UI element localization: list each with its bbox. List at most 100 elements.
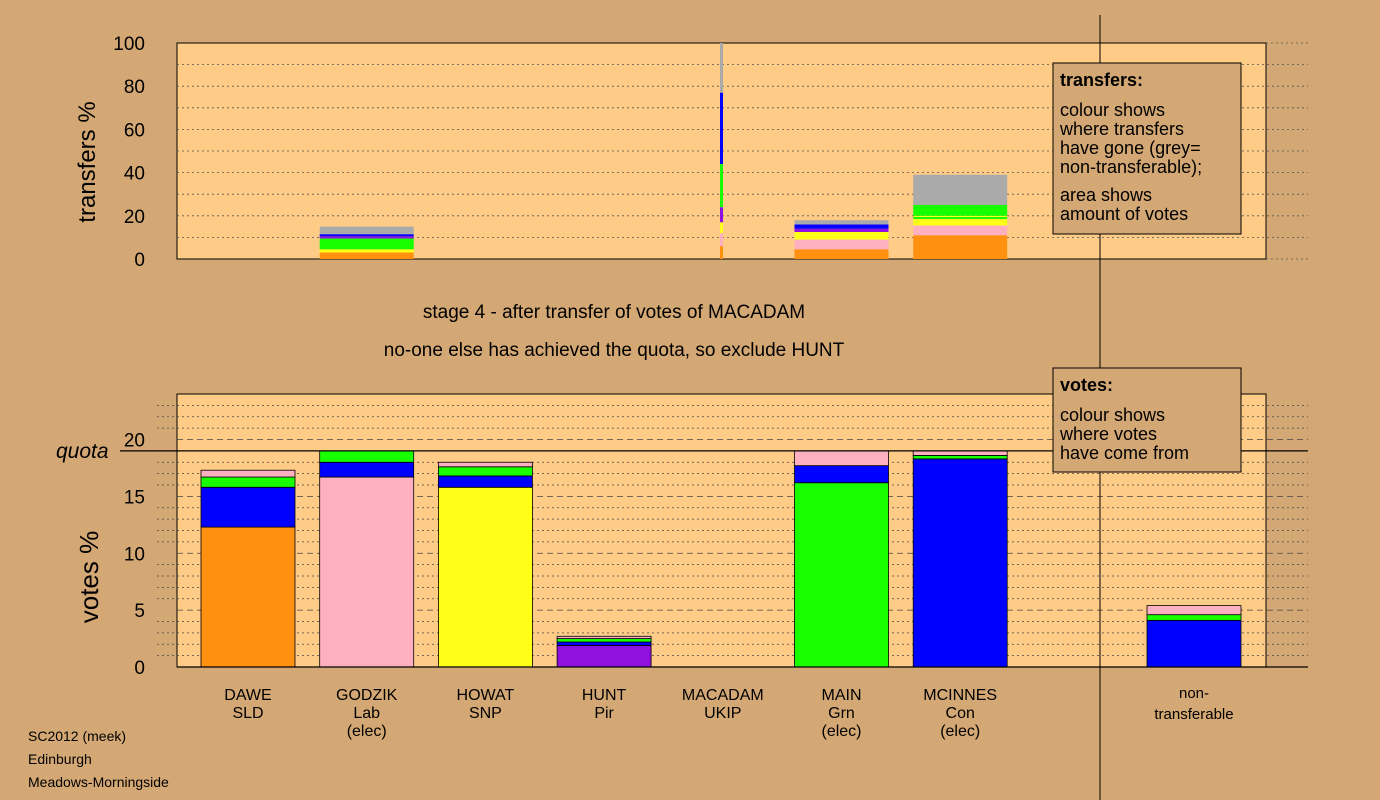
transfers-y-axis-label: transfers % bbox=[74, 101, 101, 222]
transfer-segment bbox=[794, 249, 889, 259]
transfer-segment bbox=[319, 226, 414, 235]
vote-segment bbox=[437, 461, 533, 468]
action-message: no-one else has achieved the quota, so e… bbox=[384, 340, 845, 361]
transfer-segment bbox=[794, 228, 889, 232]
transfer-segment bbox=[720, 163, 723, 208]
transfers-tick-label: 100 bbox=[113, 34, 145, 55]
transfer-segment bbox=[794, 239, 889, 250]
votes-y-axis: 0 5 10 15 20 bbox=[124, 431, 145, 680]
vote-segment bbox=[556, 638, 652, 643]
candidate-label: Con bbox=[946, 705, 975, 722]
transfers-tick-label: 0 bbox=[134, 250, 145, 271]
vote-segment bbox=[912, 450, 1008, 456]
transfer-segment bbox=[720, 92, 723, 164]
transfers-legend-line: area shows bbox=[1060, 185, 1152, 205]
votes-tick-label: 5 bbox=[134, 601, 145, 622]
votes-legend-line: colour shows bbox=[1060, 405, 1165, 425]
transfer-segment bbox=[794, 232, 889, 240]
vote-segment bbox=[437, 486, 533, 668]
vote-segment bbox=[319, 461, 415, 478]
candidate-label: GODZIK bbox=[336, 687, 398, 704]
vote-segment bbox=[556, 635, 652, 639]
votes-bars bbox=[200, 450, 1242, 668]
vote-segment bbox=[912, 458, 1008, 668]
votes-tick-label: 0 bbox=[134, 658, 145, 679]
votes-legend-title: votes: bbox=[1060, 375, 1113, 395]
vote-segment bbox=[437, 475, 533, 488]
transfers-gridlines bbox=[177, 42, 1308, 260]
transfers-legend-line: amount of votes bbox=[1060, 204, 1188, 224]
vote-segment bbox=[200, 469, 296, 478]
vote-segment bbox=[794, 450, 889, 467]
transfer-segment bbox=[913, 219, 1008, 226]
vote-segment bbox=[319, 476, 415, 668]
candidate-label: SNP bbox=[469, 705, 502, 722]
candidate-label: Pir bbox=[594, 705, 614, 722]
candidate-label: MACADAM bbox=[682, 687, 764, 704]
votes-tick-label: 15 bbox=[124, 487, 145, 508]
transfer-segment bbox=[913, 174, 1008, 205]
transfers-legend-line: non-transferable); bbox=[1060, 157, 1202, 177]
transfer-segment bbox=[720, 43, 723, 93]
transfer-segment bbox=[913, 215, 1008, 217]
vote-segment bbox=[556, 641, 652, 646]
transfer-segment bbox=[319, 234, 414, 237]
votes-legend-line: have come from bbox=[1060, 443, 1189, 463]
transfers-legend-line: where transfers bbox=[1059, 119, 1184, 139]
vote-segment bbox=[200, 526, 296, 668]
transfers-y-axis: 0 20 40 60 80 100 bbox=[113, 34, 145, 271]
vote-segment bbox=[319, 450, 415, 463]
candidate-label: MAIN bbox=[822, 687, 862, 704]
candidate-label: (elec) bbox=[821, 723, 861, 740]
vote-segment bbox=[200, 486, 296, 528]
transfer-segment bbox=[913, 205, 1008, 216]
nontransferable-segment bbox=[1146, 619, 1242, 668]
candidate-label: (elec) bbox=[940, 723, 980, 740]
transfer-segment bbox=[720, 222, 723, 234]
nontransferable-label: transferable bbox=[1154, 706, 1233, 723]
votes-legend-line: where votes bbox=[1059, 424, 1157, 444]
transfer-segment bbox=[913, 225, 1008, 236]
transfers-tick-label: 80 bbox=[124, 77, 145, 98]
candidate-labels: DAWESLDGODZIKLab(elec)HOWATSNPHUNTPirMAC… bbox=[224, 685, 1233, 740]
stage-message: stage 4 - after transfer of votes of MAC… bbox=[423, 302, 805, 323]
candidate-label: HOWAT bbox=[457, 687, 515, 704]
transfer-segment bbox=[319, 252, 414, 259]
candidate-label: SLD bbox=[232, 705, 263, 722]
vote-segment bbox=[200, 476, 296, 488]
footer-election: SC2012 (meek) bbox=[28, 728, 126, 744]
transfer-segment bbox=[319, 236, 414, 239]
vote-segment bbox=[556, 644, 652, 668]
votes-tick-label: 20 bbox=[124, 431, 145, 452]
transfer-segment bbox=[319, 238, 414, 250]
transfer-segment bbox=[319, 249, 414, 253]
transfer-segment bbox=[720, 246, 723, 259]
votes-legend-box bbox=[1052, 367, 1242, 473]
vote-segment bbox=[794, 482, 889, 668]
transfer-segment bbox=[720, 233, 723, 247]
transfers-tick-label: 20 bbox=[124, 207, 145, 228]
transfer-segment bbox=[913, 235, 1008, 259]
candidate-label: HUNT bbox=[582, 687, 627, 704]
transfers-legend-title: transfers: bbox=[1060, 70, 1143, 90]
transfers-legend: transfers: colour shows where transfers … bbox=[1052, 62, 1242, 235]
votes-tick-label: 10 bbox=[124, 544, 145, 565]
transfer-segment bbox=[794, 220, 889, 225]
transfer-segment bbox=[794, 224, 889, 229]
nontransferable-segment bbox=[1146, 614, 1242, 621]
nontransferable-segment bbox=[1146, 605, 1242, 616]
nontransferable-label: non- bbox=[1179, 685, 1209, 702]
transfer-segment bbox=[720, 207, 723, 223]
transfers-tick-label: 60 bbox=[124, 120, 145, 141]
transfers-bars bbox=[319, 43, 1008, 259]
vote-segment bbox=[794, 465, 889, 484]
candidate-label: MCINNES bbox=[923, 687, 997, 704]
transfers-tick-label: 40 bbox=[124, 164, 145, 185]
transfers-legend-box bbox=[1052, 62, 1242, 235]
transfers-legend-line: colour shows bbox=[1060, 100, 1165, 120]
votes-y-axis-label: votes % bbox=[74, 531, 104, 624]
candidate-label: DAWE bbox=[224, 687, 271, 704]
candidate-label: Grn bbox=[828, 705, 855, 722]
footer-ward: Meadows-Morningside bbox=[28, 774, 169, 790]
